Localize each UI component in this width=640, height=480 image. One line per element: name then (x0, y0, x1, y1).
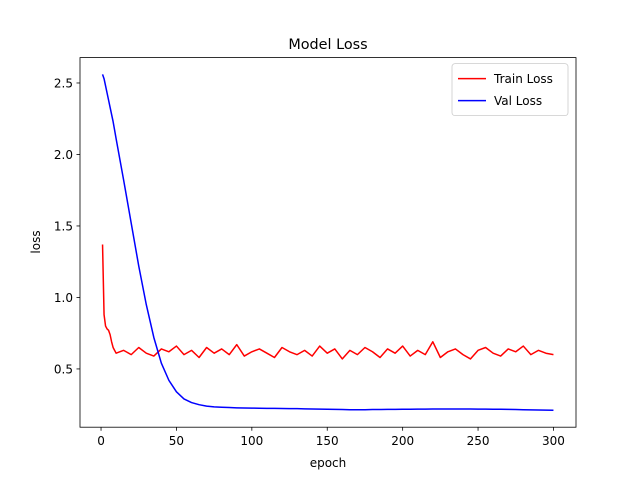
legend-box (451, 63, 569, 116)
legend-label: Train Loss (493, 72, 553, 86)
line-series (101, 74, 554, 412)
y-axis-label: loss (29, 230, 43, 253)
x-tick-label: 200 (391, 434, 414, 448)
y-tick-label: 2.0 (54, 148, 73, 162)
chart-title: Model Loss (288, 37, 367, 53)
y-tick-label: 1.5 (54, 219, 73, 233)
axes-frame (79, 57, 577, 428)
x-tick-label: 100 (240, 434, 263, 448)
x-tick-label: 300 (542, 434, 565, 448)
legend-label: Val Loss (494, 94, 542, 108)
line-series (101, 244, 554, 360)
y-tick-label: 2.5 (54, 76, 73, 90)
x-tick-label: 150 (316, 434, 339, 448)
x-tick-label: 250 (467, 434, 490, 448)
x-tick-label: 0 (97, 434, 105, 448)
y-tick-label: 1.0 (54, 291, 73, 305)
y-tick-label: 0.5 (54, 362, 73, 376)
x-axis-label: epoch (310, 456, 347, 470)
x-tick-label: 50 (169, 434, 184, 448)
